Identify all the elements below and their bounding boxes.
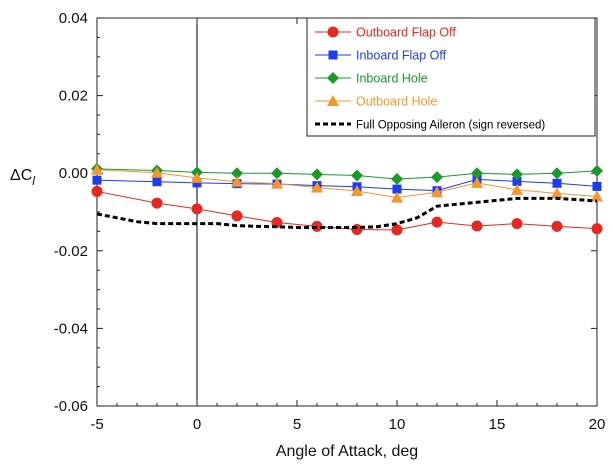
legend-item-3: Outboard Hole <box>315 95 437 109</box>
data-point <box>392 184 402 194</box>
axes-layer: -5 0 5 10 15 20 -0.06 -0.04 -0.02 0.00 0.02 0.04 Ang… <box>10 10 605 460</box>
series-2 <box>91 162 603 186</box>
data-point <box>391 224 403 236</box>
series-line <box>96 196 598 230</box>
legend-label: Inboard Flap Off <box>356 49 447 63</box>
y-tick-label: -0.04 <box>54 320 88 337</box>
data-point <box>592 181 602 191</box>
x-tick-label: 10 <box>389 416 406 433</box>
legend-label: Outboard Hole <box>356 95 437 109</box>
data-point <box>191 203 203 215</box>
data-point <box>551 187 563 199</box>
y-axis-label-subscript: l <box>32 174 35 188</box>
data-point <box>431 216 443 228</box>
data-point <box>191 171 203 183</box>
y-axis-label-main: ΔC <box>10 167 32 184</box>
data-point <box>327 26 339 38</box>
legend-label: Outboard Flap Off <box>356 26 456 40</box>
data-point <box>511 168 523 181</box>
data-point <box>327 95 339 106</box>
data-point <box>152 177 162 187</box>
data-point <box>151 166 163 178</box>
y-tick-label: 0.02 <box>59 88 88 105</box>
data-point <box>551 220 563 232</box>
x-tick-label: 0 <box>193 416 201 433</box>
legend-label: Inboard Hole <box>356 72 428 86</box>
data-point <box>92 175 102 185</box>
legend-item-1: Inboard Flap Off <box>315 49 447 63</box>
data-point <box>351 169 363 182</box>
y-axis-label: ΔCl <box>10 167 35 188</box>
data-point <box>311 181 323 193</box>
data-point <box>91 163 103 175</box>
data-point <box>91 185 103 197</box>
data-point <box>471 167 483 180</box>
data-point <box>512 176 522 186</box>
data-point <box>391 173 403 186</box>
data-point <box>231 210 243 222</box>
y-tick-label: 0.04 <box>59 10 88 27</box>
legend-box <box>306 17 596 137</box>
data-point <box>471 176 483 188</box>
y-tick-label: -0.02 <box>54 243 88 260</box>
x-axis-label: Angle of Attack, deg <box>276 443 418 460</box>
data-point <box>591 164 603 177</box>
data-point <box>231 167 243 180</box>
data-point <box>192 178 202 188</box>
data-point <box>591 190 603 202</box>
data-point <box>327 72 339 84</box>
data-point <box>591 223 603 235</box>
x-tick-label: -5 <box>90 416 103 433</box>
data-point <box>271 177 283 189</box>
y-tick-label: 0.00 <box>59 165 88 182</box>
series-0 <box>91 185 603 236</box>
data-point <box>391 191 403 203</box>
series-layer <box>91 162 603 236</box>
data-point <box>471 220 483 232</box>
series-line <box>96 178 598 192</box>
data-point <box>151 197 163 209</box>
data-point <box>351 185 363 197</box>
legend-item-2: Inboard Hole <box>315 72 428 86</box>
data-point <box>511 218 523 230</box>
data-point <box>552 178 562 188</box>
data-point <box>511 183 523 195</box>
legend-item-4: Full Opposing Aileron (sign reversed) <box>315 120 545 132</box>
data-point <box>431 186 443 198</box>
legend-label: Full Opposing Aileron (sign reversed) <box>356 120 545 132</box>
legend-item-0: Outboard Flap Off <box>315 26 456 40</box>
series-1 <box>92 174 602 196</box>
x-tick-label: 15 <box>489 416 506 433</box>
data-point <box>328 50 338 60</box>
legend: Outboard Flap Off Inboard Flap Off Inboard… <box>306 17 596 137</box>
data-point <box>431 171 443 184</box>
series-4 <box>96 196 598 230</box>
x-tick-label: 5 <box>293 416 301 433</box>
x-tick-label: 20 <box>589 416 606 433</box>
y-tick-label: -0.06 <box>54 398 88 415</box>
series-3 <box>91 163 603 203</box>
data-point <box>271 167 283 180</box>
data-point <box>551 167 563 180</box>
data-point <box>311 168 323 181</box>
data-point <box>231 175 243 187</box>
